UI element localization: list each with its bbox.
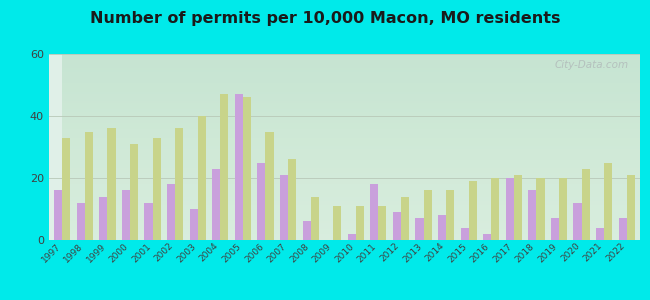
- Bar: [596, 228, 604, 240]
- Bar: [243, 98, 251, 240]
- Bar: [356, 206, 364, 240]
- Bar: [257, 163, 265, 240]
- Bar: [85, 131, 93, 240]
- Bar: [604, 163, 612, 240]
- Bar: [461, 228, 469, 240]
- Bar: [491, 178, 499, 240]
- Bar: [559, 178, 567, 240]
- Bar: [469, 181, 477, 240]
- Bar: [176, 128, 183, 240]
- Bar: [514, 175, 522, 240]
- Bar: [280, 175, 288, 240]
- Bar: [438, 215, 446, 240]
- Bar: [348, 234, 356, 240]
- Bar: [401, 196, 409, 240]
- Text: Number of permits per 10,000 Macon, MO residents: Number of permits per 10,000 Macon, MO r…: [90, 11, 560, 26]
- Bar: [582, 169, 590, 240]
- Bar: [393, 212, 401, 240]
- Bar: [190, 209, 198, 240]
- Bar: [370, 184, 378, 240]
- Bar: [311, 196, 318, 240]
- Bar: [415, 218, 424, 240]
- Bar: [302, 221, 311, 240]
- Bar: [62, 138, 70, 240]
- Bar: [130, 144, 138, 240]
- Bar: [144, 203, 153, 240]
- Bar: [619, 218, 627, 240]
- Bar: [212, 169, 220, 240]
- Bar: [107, 128, 116, 240]
- Bar: [333, 206, 341, 240]
- Text: City-Data.com: City-Data.com: [554, 60, 629, 70]
- Bar: [77, 203, 85, 240]
- Bar: [424, 190, 432, 240]
- Bar: [122, 190, 130, 240]
- Bar: [528, 190, 536, 240]
- Bar: [99, 196, 107, 240]
- Bar: [54, 190, 62, 240]
- Bar: [483, 234, 491, 240]
- Bar: [378, 206, 387, 240]
- Bar: [220, 94, 228, 240]
- Bar: [573, 203, 582, 240]
- Bar: [506, 178, 514, 240]
- Bar: [198, 116, 206, 240]
- Bar: [235, 94, 243, 240]
- Bar: [265, 131, 274, 240]
- Bar: [167, 184, 176, 240]
- Bar: [153, 138, 161, 240]
- Bar: [627, 175, 635, 240]
- Bar: [536, 178, 545, 240]
- Bar: [288, 159, 296, 240]
- Bar: [446, 190, 454, 240]
- Bar: [551, 218, 559, 240]
